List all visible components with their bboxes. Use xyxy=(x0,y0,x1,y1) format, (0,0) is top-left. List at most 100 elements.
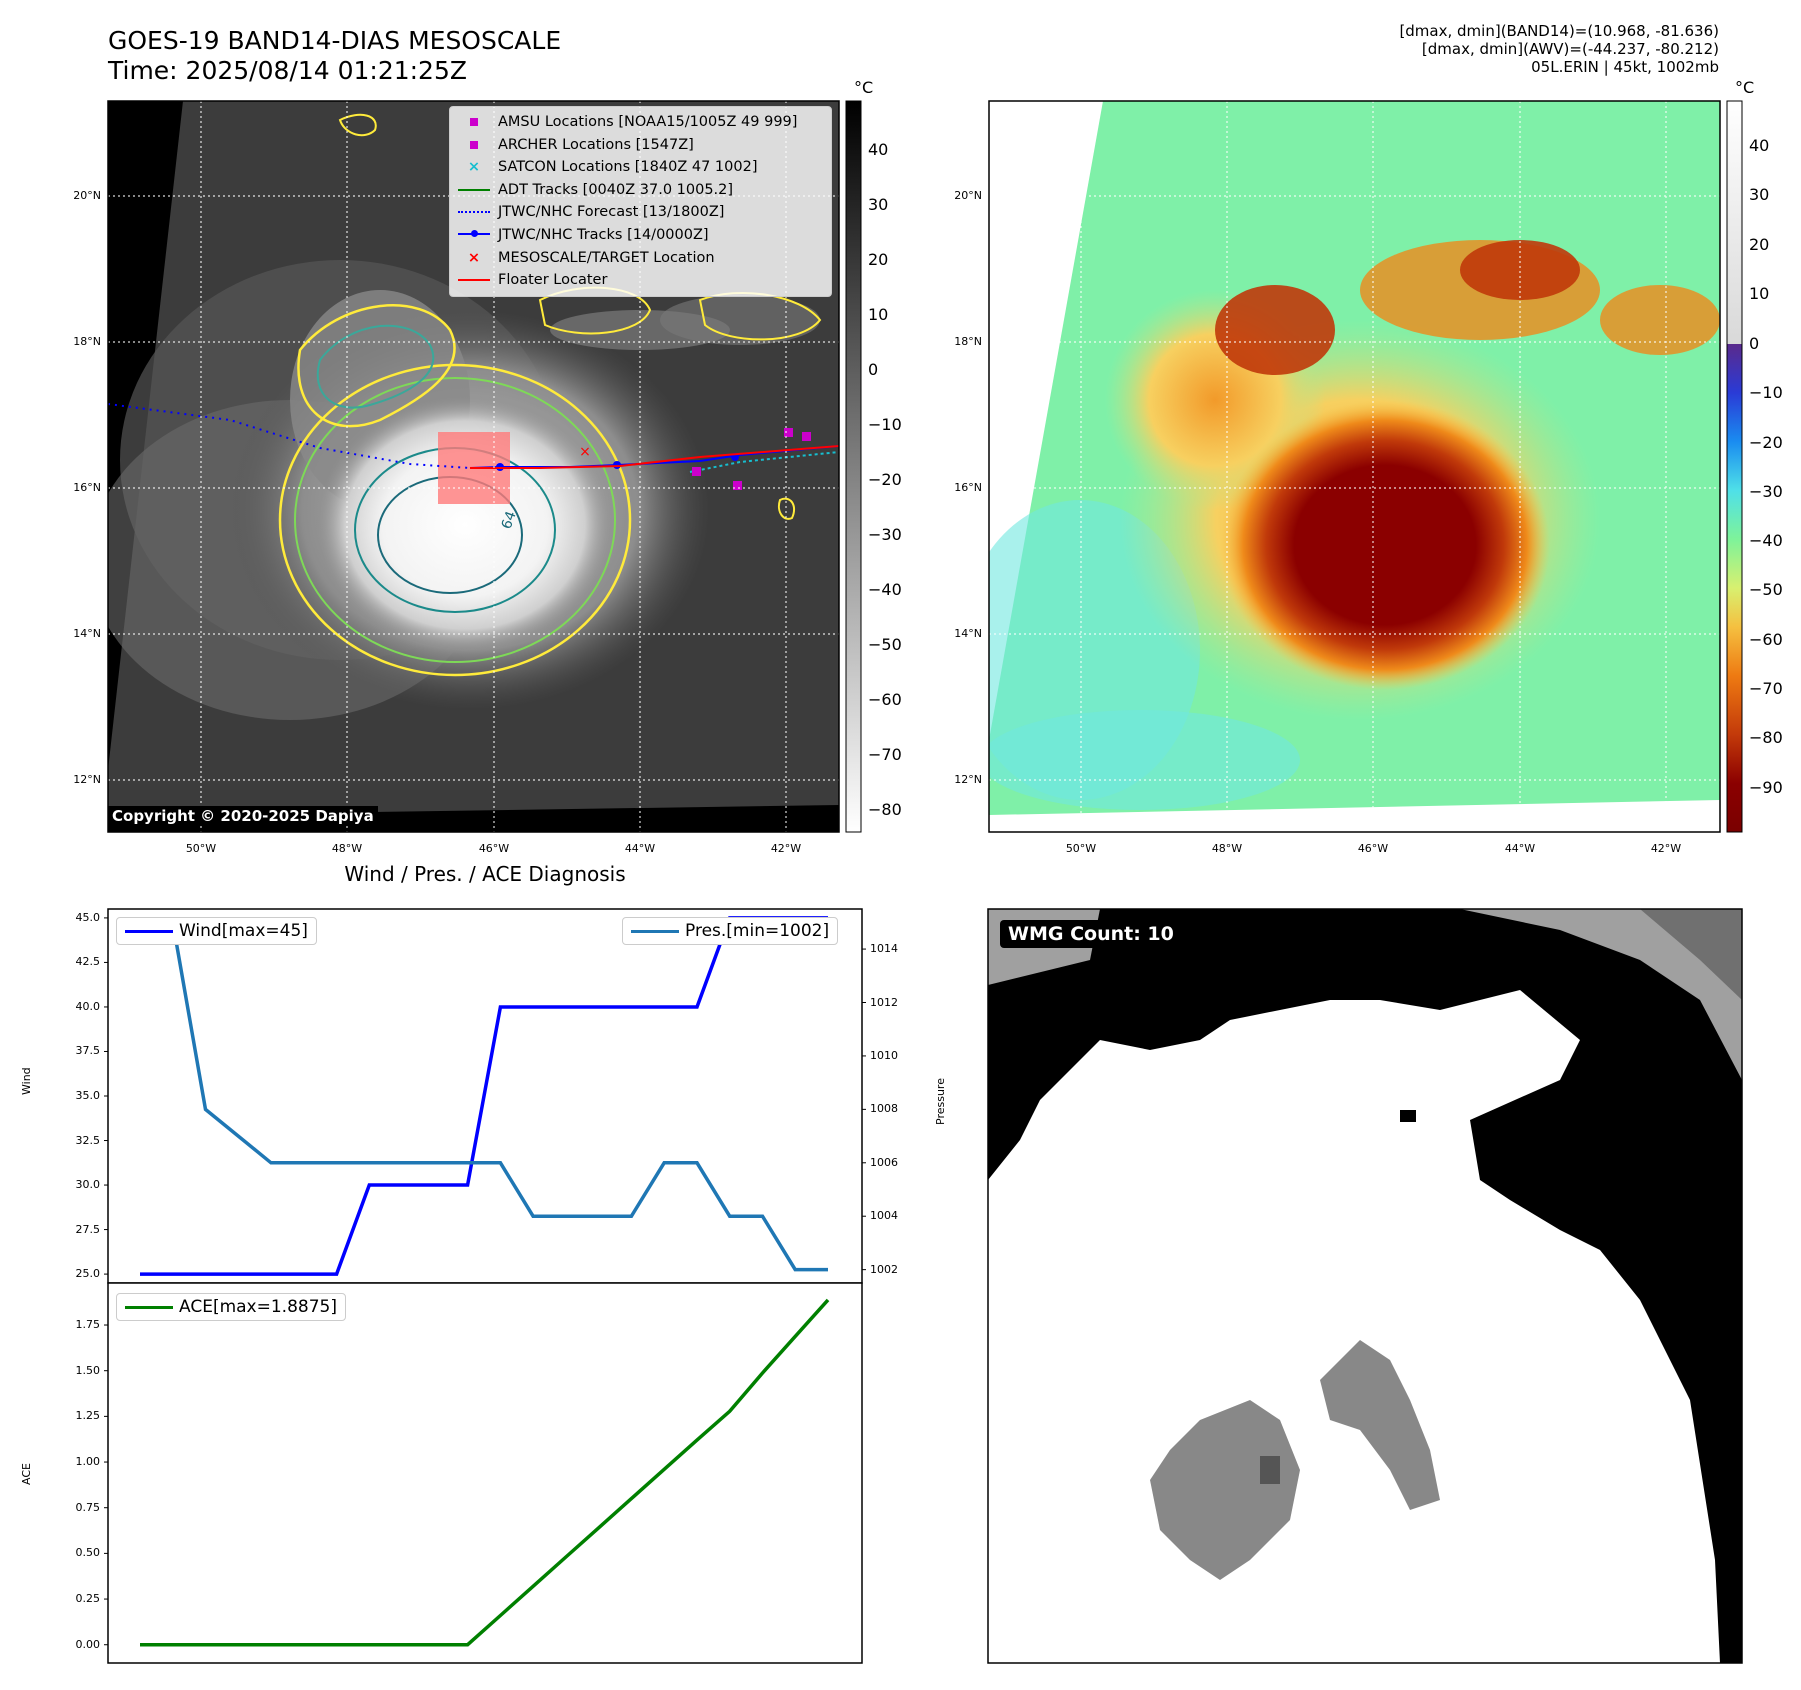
wmg-map xyxy=(988,909,1742,1663)
ace-tick-label: 1.00 xyxy=(75,1455,101,1469)
dias-lat-label: 18°N xyxy=(954,335,982,348)
dias-colorbar-tick: −50 xyxy=(1749,580,1783,600)
ir-colorbar-tick: −70 xyxy=(868,745,902,765)
dias-colorbar-tick: −90 xyxy=(1749,777,1783,797)
ir-lat-label: 20°N xyxy=(73,189,101,202)
dias-colorbar-tick: 20 xyxy=(1749,234,1770,254)
ir-colorbar-tick: 30 xyxy=(868,195,889,215)
ir-colorbar-tick: 20 xyxy=(868,250,889,270)
wind-legend: Wind[max=45] xyxy=(116,917,317,945)
dias-colorbar-tick: −20 xyxy=(1749,432,1783,452)
legend-swatch xyxy=(458,201,490,224)
ir-colorbar-tick: −10 xyxy=(868,415,902,435)
wind-axis-label: Wind xyxy=(20,1067,33,1095)
ir-colorbar-tick: −30 xyxy=(868,525,902,545)
pressure-legend-swatch xyxy=(631,929,679,933)
ace-tick-label: 0.50 xyxy=(75,1546,101,1560)
chart-title: GOES-19 BAND14-DIAS MESOSCALE Time: 2025… xyxy=(108,26,562,85)
dias-lat-label: 16°N xyxy=(954,481,982,494)
wind-tick-label: 40.0 xyxy=(75,999,101,1013)
legend-entry: JTWC/NHC Forecast [13/1800Z] xyxy=(458,201,823,224)
ir-lon-label: 42°W xyxy=(770,842,802,855)
ir-colorbar-tick: 0 xyxy=(868,360,879,380)
wind-tick-label: 35.0 xyxy=(75,1089,101,1102)
legend-swatch xyxy=(458,134,490,157)
legend-entry: ADT Tracks [0040Z 37.0 1005.2] xyxy=(458,179,823,202)
ir-lat-label: 18°N xyxy=(73,335,101,348)
ir-colorbar-tick: −60 xyxy=(868,690,902,710)
wind-tick-label: 45.0 xyxy=(75,910,101,924)
legend-entry: JTWC/NHC Tracks [14/0000Z] xyxy=(458,224,823,247)
legend-entry: × MESOSCALE/TARGET Location xyxy=(458,247,823,270)
dias-colorbar-tick: 10 xyxy=(1749,284,1770,304)
dias-colorbar-tick: 0 xyxy=(1749,334,1760,353)
pressure-series-line xyxy=(140,920,828,1272)
ir-lon-label: 44°W xyxy=(624,842,656,855)
ir-lon-label: 48°W xyxy=(331,842,363,855)
dias-colorbar-tick: −80 xyxy=(1749,728,1783,748)
dias-lat-label: 20°N xyxy=(954,189,982,202)
legend-label: ARCHER Locations [1547Z] xyxy=(498,136,694,153)
wind-tick-label: 32.5 xyxy=(75,1133,101,1147)
dias-colorbar-tick: −30 xyxy=(1749,481,1783,501)
dias-lat-label: 12°N xyxy=(954,773,982,786)
ir-colorbar xyxy=(845,100,862,833)
dias-colorbar-lower xyxy=(1727,344,1742,832)
wind-series-line xyxy=(140,916,828,1276)
ir-colorbar-unit: °C xyxy=(854,78,874,97)
pressure-tick-label: 1004 xyxy=(870,1209,898,1223)
ir-colorbar-tick: 40 xyxy=(868,140,889,160)
ace-legend-swatch xyxy=(125,1305,173,1309)
dias-colorbar-tick: −40 xyxy=(1749,531,1783,551)
legend-swatch xyxy=(458,269,490,292)
pressure-tick-label: 1006 xyxy=(870,1155,898,1169)
dias-satellite-map xyxy=(989,101,1720,832)
copyright-label: Copyright © 2020-2025 Dapiya xyxy=(108,806,378,826)
wind-tick-label: 37.5 xyxy=(75,1044,101,1058)
legend-label: AMSU Locations [NOAA15/1005Z 49 999] xyxy=(498,114,798,130)
wind-legend-label: Wind[max=45] xyxy=(179,921,308,941)
wind-tick-label: 30.0 xyxy=(75,1178,101,1192)
ir-colorbar-tick: −20 xyxy=(868,470,902,490)
ace-tick-label: 0.25 xyxy=(75,1592,101,1606)
dias-colorbar-tick: 40 xyxy=(1749,135,1770,155)
ace-legend-label: ACE[max=1.8875] xyxy=(179,1297,337,1317)
dias-colorbar-unit: °C xyxy=(1735,78,1755,97)
legend-swatch xyxy=(458,224,490,247)
legend-label: SATCON Locations [1840Z 47 1002] xyxy=(498,159,758,176)
ace-marks xyxy=(104,1298,830,1647)
dias-colorbar-tick: −10 xyxy=(1749,383,1783,403)
ir-colorbar-tick: −50 xyxy=(868,635,902,655)
dias-lon-label: 48°W xyxy=(1211,842,1243,855)
pressure-tick-label: 1010 xyxy=(870,1048,898,1062)
wind-pressure-marks xyxy=(104,916,866,1276)
legend-label: JTWC/NHC Tracks [14/0000Z] xyxy=(498,226,709,243)
pressure-legend: Pres.[min=1002] xyxy=(622,917,839,945)
ace-axis-label: ACE xyxy=(20,1463,33,1485)
intensity-info: [dmax, dmin](BAND14)=(10.968, -81.636) [… xyxy=(1399,22,1719,76)
ir-colorbar-tick: 10 xyxy=(868,305,889,325)
pressure-legend-label: Pres.[min=1002] xyxy=(685,921,830,941)
ir-colorbar-tick: −80 xyxy=(868,800,902,819)
dias-colorbar-tick: −70 xyxy=(1749,679,1783,699)
ir-lon-label: 46°W xyxy=(478,842,510,855)
legend-entry: × SATCON Locations [1840Z 47 1002] xyxy=(458,156,823,179)
ir-lon-label: 50°W xyxy=(185,842,217,855)
wind-tick-label: 27.5 xyxy=(75,1222,101,1236)
dias-lon-label: 42°W xyxy=(1650,842,1682,855)
wmg-count-label: WMG Count: 10 xyxy=(1000,920,1182,948)
ace-plot-area xyxy=(107,1282,863,1664)
svg-text:×: × xyxy=(579,444,591,460)
ace-tick-label: 0.00 xyxy=(75,1637,101,1651)
ir-legend: AMSU Locations [NOAA15/1005Z 49 999] ARCH… xyxy=(449,106,832,297)
ace-tick-label: 0.75 xyxy=(75,1500,101,1514)
dias-colorbar-tick: −60 xyxy=(1749,629,1783,649)
legend-swatch: × xyxy=(467,249,481,266)
dias-lat-label: 14°N xyxy=(954,627,982,640)
legend-swatch xyxy=(458,179,490,202)
legend-swatch: × xyxy=(467,159,481,176)
ir-lat-label: 12°N xyxy=(73,773,101,786)
contour-label: 64 xyxy=(499,509,520,531)
legend-entry: ARCHER Locations [1547Z] xyxy=(458,134,823,157)
